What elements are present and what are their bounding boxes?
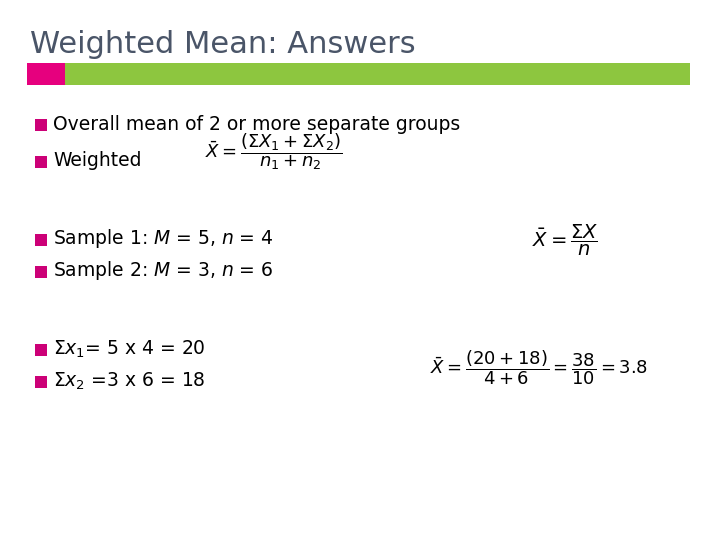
Text: Weighted Mean: Answers: Weighted Mean: Answers	[30, 30, 415, 59]
Bar	[35, 344, 47, 356]
Text: $\Sigma x_1$= 5 x 4 = 20: $\Sigma x_1$= 5 x 4 = 20	[53, 339, 206, 360]
Bar	[35, 234, 47, 246]
Bar	[35, 156, 47, 168]
Bar	[35, 119, 47, 131]
Text: Sample 1: $M$ = 5, $n$ = 4: Sample 1: $M$ = 5, $n$ = 4	[53, 227, 274, 251]
Bar	[65, 63, 690, 85]
Bar	[35, 376, 47, 388]
Text: $\Sigma x_2$ =3 x 6 = 18: $\Sigma x_2$ =3 x 6 = 18	[53, 370, 206, 392]
Text: $\bar{X} = \dfrac{\Sigma X}{n}$: $\bar{X} = \dfrac{\Sigma X}{n}$	[532, 222, 598, 258]
Text: $\bar{X} = \dfrac{(\Sigma X_1 + \Sigma X_2)}{n_1 + n_2}$: $\bar{X} = \dfrac{(\Sigma X_1 + \Sigma X…	[205, 132, 343, 172]
Text: $\bar{X} = \dfrac{(20 +18)}{4+6} = \dfrac{38}{10} = 3.8$: $\bar{X} = \dfrac{(20 +18)}{4+6} = \dfra…	[430, 349, 648, 387]
Bar	[27, 63, 65, 85]
Text: Sample 2: $M$ = 3, $n$ = 6: Sample 2: $M$ = 3, $n$ = 6	[53, 260, 274, 282]
Bar	[35, 266, 47, 278]
Text: Weighted: Weighted	[53, 152, 142, 171]
Text: Overall mean of 2 or more separate groups: Overall mean of 2 or more separate group…	[53, 114, 460, 133]
